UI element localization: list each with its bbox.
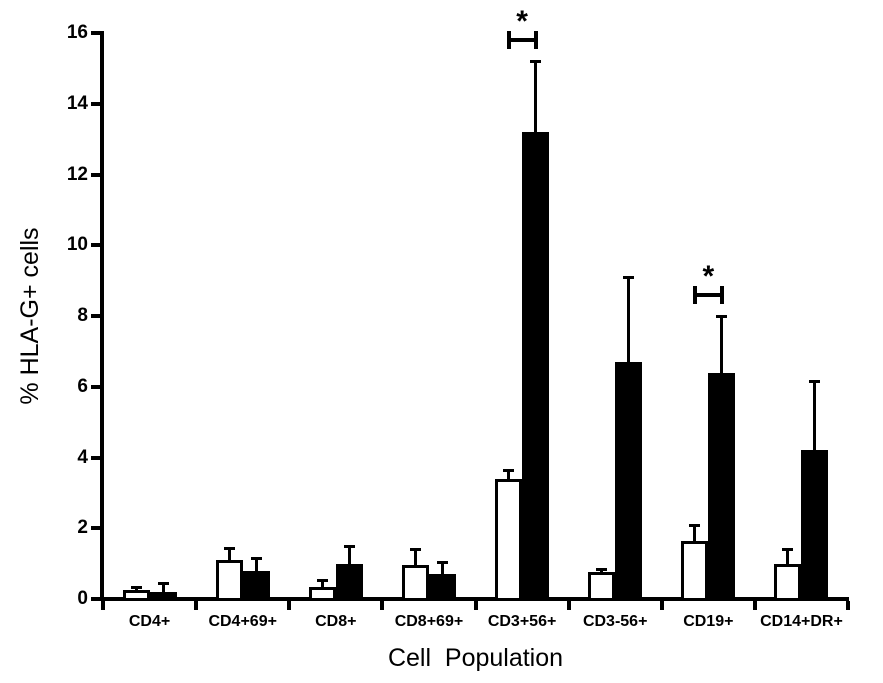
y-tick: [91, 243, 100, 248]
bar-open: [215, 560, 243, 601]
error-bar-cap: [250, 557, 262, 561]
x-tick: [287, 601, 292, 610]
error-bar-line: [161, 583, 165, 592]
error-bar-cap: [316, 578, 328, 582]
y-tick-label: 16: [66, 22, 88, 43]
y-axis-line: [100, 31, 104, 601]
error-bar-line: [320, 579, 324, 587]
category-label: CD8+69+: [394, 613, 464, 630]
error-bar-line: [693, 524, 697, 541]
bar-solid: [615, 361, 643, 601]
sig-bracket-cap-left: [692, 286, 697, 304]
category-label: CD3+56+: [487, 613, 557, 630]
x-tick: [101, 601, 105, 610]
y-tick-label: 0: [77, 588, 88, 609]
x-axis-line: [100, 597, 849, 601]
error-bar-line: [534, 61, 538, 133]
y-tick-label: 14: [66, 92, 88, 114]
sig-bracket-line: [507, 38, 537, 43]
x-axis-title: Cell Population: [387, 644, 564, 672]
y-tick-label: 10: [66, 234, 88, 256]
x-tick: [659, 601, 664, 610]
x-tick: [473, 601, 478, 610]
error-bar-cap: [809, 380, 821, 384]
sig-asterisk: *: [516, 5, 528, 39]
bar-solid: [149, 591, 177, 601]
y-tick: [91, 384, 100, 389]
error-bar-line: [440, 561, 444, 575]
error-bar-line: [254, 558, 258, 571]
error-bar-cap: [343, 544, 355, 548]
x-tick: [752, 601, 757, 610]
x-tick: [194, 601, 199, 610]
error-bar-line: [507, 469, 511, 479]
bar-open: [681, 540, 709, 601]
bar-solid: [242, 570, 270, 601]
y-tick: [91, 31, 100, 35]
sig-bracket-cap-left: [506, 31, 511, 50]
error-bar-cap: [223, 546, 235, 550]
error-bar-cap: [157, 582, 169, 586]
y-tick: [91, 597, 100, 601]
y-tick-label: 6: [77, 375, 88, 397]
error-bar-cap: [623, 276, 635, 280]
bar-open: [588, 572, 616, 601]
y-tick-label: 12: [66, 163, 88, 185]
y-tick-label: 4: [77, 446, 88, 468]
category-label: CD14+DR+: [760, 613, 843, 630]
category-label: CD4+: [128, 613, 171, 630]
error-bar-cap: [689, 523, 701, 527]
error-bar-cap: [716, 315, 728, 318]
category-label: CD19+: [683, 613, 734, 630]
error-bar-line: [413, 549, 417, 566]
bar-open: [495, 478, 523, 601]
bar-solid: [522, 132, 550, 601]
sig-asterisk: *: [702, 260, 715, 293]
y-tick-label: 8: [77, 305, 88, 326]
error-bar-cap: [409, 548, 421, 552]
y-tick: [91, 314, 100, 318]
error-bar-cap: [503, 468, 515, 472]
y-tick: [91, 455, 100, 460]
error-bar-line: [720, 316, 724, 373]
bar-solid: [801, 450, 829, 601]
category-label: CD3-56+: [582, 613, 648, 630]
category-label: CD8+: [315, 613, 357, 630]
x-tick: [566, 601, 571, 610]
bar-solid: [335, 563, 363, 601]
bar-open: [401, 565, 429, 601]
bar-open: [122, 590, 150, 601]
error-bar-line: [627, 277, 631, 362]
sig-bracket-line: [693, 293, 723, 297]
bar-solid: [428, 574, 456, 601]
error-bar-line: [347, 545, 351, 564]
y-tick: [91, 101, 100, 106]
error-bar-cap: [130, 585, 142, 589]
y-tick: [91, 172, 100, 177]
error-bar-cap: [530, 60, 542, 64]
x-tick: [380, 601, 385, 610]
bar-open: [308, 586, 336, 601]
error-bar-cap: [436, 560, 448, 564]
sig-bracket-cap-right: [719, 286, 724, 304]
category-label: CD4+69+: [208, 613, 277, 630]
error-bar-line: [786, 549, 790, 564]
y-tick: [91, 526, 100, 531]
error-bar-line: [227, 547, 231, 561]
error-bar-cap: [782, 548, 794, 552]
error-bar-line: [813, 381, 817, 451]
bar-solid: [708, 372, 736, 601]
x-tick: [846, 601, 850, 610]
sig-bracket-cap-right: [533, 31, 538, 50]
error-bar-cap: [596, 567, 608, 571]
y-tick-label: 2: [77, 517, 88, 539]
bar-open: [774, 563, 802, 601]
